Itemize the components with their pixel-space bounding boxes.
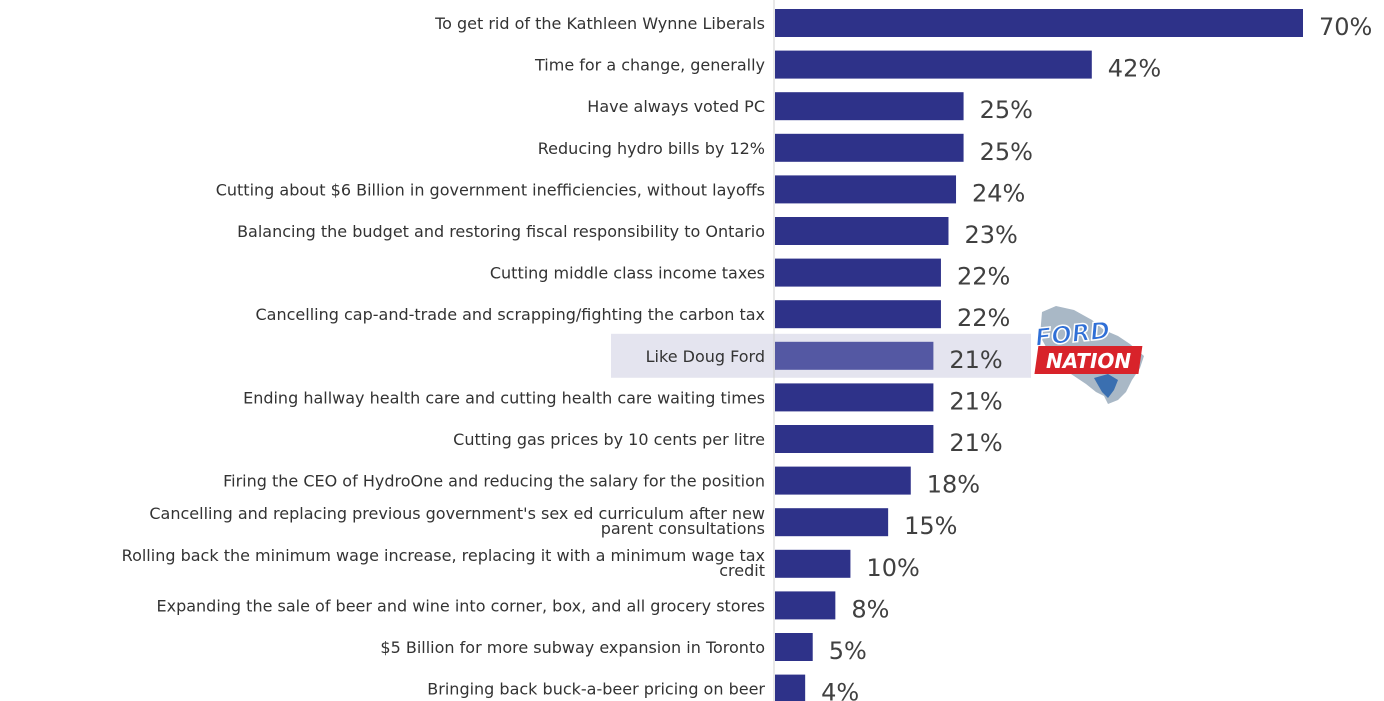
ford-nation-logo: FORD NATION (1033, 306, 1144, 404)
category-label: Firing the CEO of HydroOne and reducing … (223, 472, 765, 491)
bars (775, 9, 1303, 701)
logo-red-banner (1034, 346, 1143, 374)
bar (775, 549, 851, 578)
value-label: 22% (957, 263, 1010, 291)
category-label: Balancing the budget and restoring fisca… (237, 222, 765, 241)
category-label-line: Rolling back the minimum wage increase, … (122, 546, 765, 565)
category-label: Cancelling cap-and-trade and scrapping/f… (256, 305, 766, 324)
category-label: Have always voted PC (587, 97, 765, 116)
value-label: 8% (851, 595, 889, 623)
bar (775, 92, 964, 121)
value-label: 5% (829, 637, 867, 665)
bar (775, 466, 911, 495)
bar (775, 674, 806, 701)
value-labels: 70% 42% 25% 25% 24% 23% 22% 22% 21% 21% 21% 18% 15% 1… (821, 13, 1372, 701)
bar (775, 175, 957, 204)
category-label: Cutting middle class income taxes (490, 264, 765, 283)
bar (775, 300, 941, 329)
category-label-line: Cancelling and replacing previous govern… (149, 504, 765, 523)
value-label: 24% (972, 179, 1025, 207)
category-label: Cutting gas prices by 10 cents per litre (453, 430, 765, 449)
bar (775, 217, 949, 245)
value-label: 23% (964, 221, 1017, 249)
category-label: Rolling back the minimum wage increase, … (122, 546, 765, 580)
category-labels: To get rid of the Kathleen Wynne Liberal… (122, 14, 766, 699)
category-label: To get rid of the Kathleen Wynne Liberal… (434, 14, 765, 33)
value-label: 21% (949, 429, 1002, 457)
category-label: Cancelling and replacing previous govern… (149, 504, 765, 538)
bar (775, 633, 813, 661)
bar (775, 258, 941, 287)
value-label: 42% (1108, 55, 1161, 83)
category-label-line: parent consultations (601, 519, 765, 538)
value-label: 4% (821, 679, 859, 701)
value-label: 22% (957, 304, 1010, 332)
value-label: 21% (949, 346, 1002, 374)
bar (775, 591, 836, 620)
bar (775, 383, 934, 412)
value-label: 21% (949, 387, 1002, 415)
bar (775, 9, 1303, 37)
category-label-line: credit (719, 561, 765, 580)
bar (775, 341, 934, 370)
value-label: 25% (980, 96, 1033, 124)
category-label: Bringing back buck-a-beer pricing on bee… (427, 680, 765, 699)
category-label: Reducing hydro bills by 12% (538, 139, 765, 158)
category-label: Like Doug Ford (646, 347, 765, 366)
category-label: Cutting about $6 Billion in government i… (216, 180, 765, 199)
category-label: Time for a change, generally (534, 56, 765, 75)
value-label: 10% (866, 554, 919, 582)
logo-line-2: NATION (1046, 349, 1131, 373)
category-label: Ending hallway health care and cutting h… (243, 388, 765, 407)
bar (775, 425, 934, 453)
ontario-lake-shape (1094, 374, 1118, 398)
category-label: $5 Billion for more subway expansion in … (380, 638, 765, 657)
bar (775, 50, 1092, 79)
value-label: 18% (927, 471, 980, 499)
value-label: 70% (1319, 13, 1372, 41)
category-label: Expanding the sale of beer and wine into… (157, 596, 766, 615)
bar (775, 508, 889, 537)
value-label: 25% (980, 138, 1033, 166)
value-label: 15% (904, 512, 957, 540)
bar (775, 133, 964, 162)
